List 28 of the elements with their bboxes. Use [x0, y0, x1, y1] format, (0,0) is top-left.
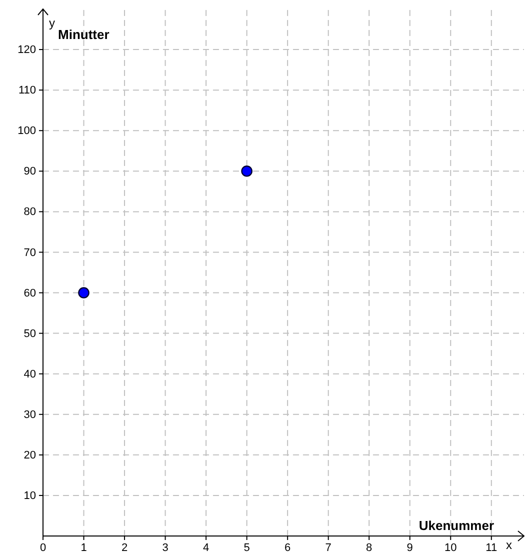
y-tick-label: 110	[18, 84, 36, 97]
y-tick-label: 10	[24, 490, 36, 502]
x-tick-label: 0	[40, 542, 46, 554]
y-tick-label: 30	[24, 408, 36, 421]
y-tick-label: 90	[24, 166, 36, 178]
annotation: y	[49, 16, 55, 30]
x-tick-label: 5	[244, 542, 250, 554]
y-tick-label: 100	[18, 125, 36, 138]
x-axis-title: Ukenummer	[418, 518, 494, 533]
x-tick-label: 10	[444, 542, 457, 554]
text: x	[506, 538, 512, 552]
y-axis-title: Minutter	[58, 27, 110, 42]
y-tick-label: 70	[24, 246, 36, 259]
x-tick-label: 2	[121, 542, 128, 554]
y-tick-label: 20	[24, 449, 36, 462]
x-tick-label: 7	[325, 542, 332, 554]
x-tick-label: 1	[80, 542, 87, 554]
x-tick-label: 4	[202, 542, 210, 554]
x-tick-label: 3	[162, 542, 168, 554]
x-tick-label: 11	[486, 542, 498, 554]
y-tick-label: 80	[24, 206, 36, 218]
y-tick-label: 60	[24, 287, 36, 300]
x-tick-label: 6	[284, 542, 291, 554]
y-tick-label: 50	[24, 328, 36, 340]
y-tick-label: 120	[18, 44, 36, 56]
x-tick-label: 8	[366, 542, 372, 554]
x-tick-label: 9	[406, 542, 413, 554]
y-tick-label: 40	[24, 368, 36, 380]
